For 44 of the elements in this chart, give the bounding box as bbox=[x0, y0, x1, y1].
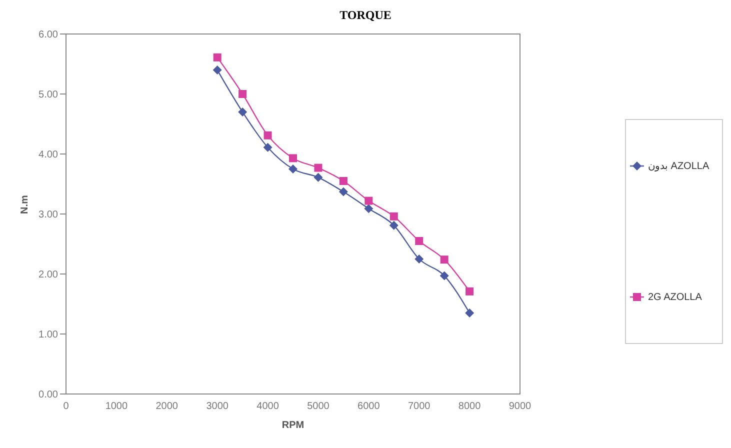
y-tick-label: 5.00 bbox=[38, 90, 58, 101]
point bbox=[314, 172, 323, 182]
point bbox=[389, 220, 398, 230]
point bbox=[339, 177, 348, 185]
point bbox=[263, 142, 272, 152]
point bbox=[338, 187, 348, 196]
legend-label: 2G AZOLLA bbox=[648, 292, 702, 302]
x-tick-label: 6000 bbox=[358, 401, 380, 412]
x-tick-label: 4000 bbox=[256, 401, 280, 412]
point bbox=[415, 237, 424, 245]
y-tick-label: 0.00 bbox=[38, 390, 58, 401]
y-tick-label: 6.00 bbox=[38, 30, 58, 41]
x-tick-label: 9000 bbox=[508, 401, 532, 412]
point bbox=[465, 308, 474, 318]
legend-label: بدون AZOLLA bbox=[648, 160, 710, 172]
y-axis-title: N.m bbox=[20, 195, 31, 214]
x-tick-label: 7000 bbox=[408, 401, 431, 412]
x-tick-label: 8000 bbox=[458, 401, 482, 412]
point bbox=[466, 287, 474, 296]
y-tick-label: 3.00 bbox=[38, 210, 58, 221]
point bbox=[288, 164, 298, 174]
point bbox=[238, 108, 248, 116]
x-axis-title: RPM bbox=[282, 420, 304, 431]
x-tick-label: 0 bbox=[63, 401, 70, 412]
point bbox=[364, 196, 373, 205]
x-tick-label: 3000 bbox=[206, 401, 229, 412]
x-tick-label: 2000 bbox=[156, 401, 178, 412]
point bbox=[314, 164, 322, 172]
chart-title: TORQUE bbox=[338, 8, 392, 24]
point bbox=[213, 53, 222, 62]
point bbox=[212, 66, 222, 74]
y-tick-label: 1.00 bbox=[38, 330, 58, 341]
point bbox=[414, 254, 424, 264]
point bbox=[364, 204, 374, 214]
point bbox=[390, 212, 398, 220]
point bbox=[440, 271, 449, 280]
point bbox=[238, 90, 247, 98]
point bbox=[264, 131, 272, 140]
point bbox=[440, 256, 448, 264]
y-tick-label: 4.00 bbox=[38, 150, 58, 161]
point bbox=[289, 154, 297, 162]
x-tick-label: 5000 bbox=[307, 401, 330, 412]
y-tick-label: 2.00 bbox=[38, 270, 58, 281]
x-tick-label: 1000 bbox=[105, 401, 128, 412]
